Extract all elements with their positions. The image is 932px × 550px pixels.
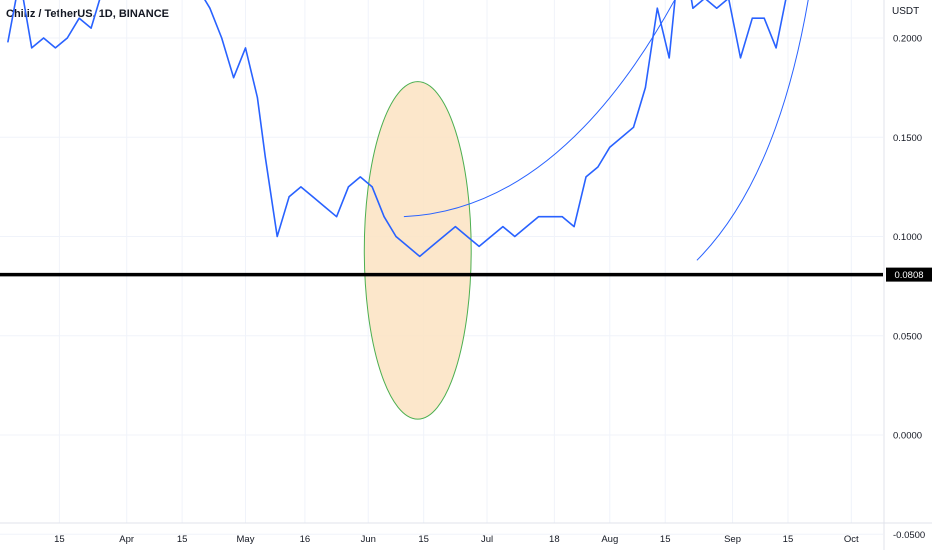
price-point (42, 37, 45, 39)
price-point (573, 225, 575, 228)
y-tick-label: -0.0500 (893, 530, 925, 541)
x-tick-label: 16 (300, 534, 311, 545)
price-point (549, 216, 551, 218)
currency-label: USDT (892, 6, 920, 17)
series-layer (7, 0, 787, 258)
x-tick-label: Sep (724, 534, 741, 545)
price-point (632, 126, 635, 128)
price-point (668, 57, 670, 59)
price-point (775, 47, 777, 49)
price-point (644, 87, 647, 89)
x-tick-label: 15 (418, 534, 429, 545)
x-tick-label: 15 (54, 534, 65, 545)
price-point (359, 176, 361, 178)
price-point (442, 235, 445, 238)
price-point (335, 216, 338, 218)
price-point (466, 235, 468, 238)
price-point (209, 7, 211, 9)
y-tick-label: 0.1000 (893, 232, 922, 243)
highlight-circle (363, 81, 472, 420)
price-point (264, 156, 266, 158)
price-point (221, 37, 223, 39)
price-point (763, 17, 765, 19)
price-point (7, 41, 9, 43)
symbol-title: Chiliz / TetherUS, 1D, BINANCE (6, 8, 169, 20)
x-tick-label: Aug (601, 534, 618, 545)
y-tick-label: 0.0000 (893, 431, 922, 442)
price-point (324, 206, 326, 208)
price-point (54, 47, 57, 49)
price-axis[interactable]: 0.40000.30000.25000.20000.15000.10000.05… (893, 0, 925, 541)
price-point (31, 47, 33, 49)
price-point (537, 216, 540, 218)
price-point (454, 225, 456, 228)
arc-upper (403, 0, 676, 218)
price-point (233, 77, 235, 79)
x-tick-label: Oct (844, 534, 859, 545)
price-labels: 0.35080.08080.239010:33:16 (886, 267, 932, 282)
price-point (490, 235, 492, 238)
price-point (716, 7, 718, 9)
price-point (288, 196, 290, 198)
x-tick-label: Apr (119, 534, 134, 545)
price-point (526, 225, 528, 228)
price-point (478, 245, 480, 248)
price-point (561, 216, 563, 218)
y-tick-label: 0.0500 (893, 331, 922, 342)
price-point (66, 37, 68, 39)
price-point (312, 196, 314, 198)
x-tick-label: 15 (177, 534, 188, 545)
y-tick-label: 0.2000 (893, 34, 922, 45)
annotations (363, 0, 809, 420)
price-point (431, 245, 433, 248)
price-point (407, 245, 409, 248)
x-tick-label: Jul (481, 534, 493, 545)
levels (0, 272, 883, 277)
price-point (656, 7, 658, 9)
price-point (585, 176, 587, 178)
arc-lower (696, 0, 809, 261)
y-tick-label: 0.1500 (893, 133, 922, 144)
x-tick-label: 18 (549, 534, 560, 545)
price-point (419, 255, 421, 257)
price-point (502, 225, 504, 228)
price-point (371, 186, 373, 188)
level-label-bg (886, 267, 932, 282)
price-point (90, 27, 92, 29)
price-point (347, 186, 350, 188)
price-point (609, 146, 611, 148)
price-point (597, 166, 599, 168)
time-axis[interactable]: 15 Apr 15 May 16 Jun 15 Jul 18 Aug 15 Sep 15 Oct (54, 534, 859, 545)
price-point (751, 17, 753, 19)
x-tick-label: May (237, 534, 255, 545)
x-tick-label: 15 (783, 534, 794, 545)
price-point (383, 216, 385, 218)
price-point (244, 47, 247, 49)
price-point (256, 96, 258, 99)
price-point (276, 235, 278, 238)
x-tick-label: 15 (660, 534, 671, 545)
price-point (300, 186, 302, 188)
level-label: 0.0808 (894, 270, 923, 281)
price-point (78, 17, 80, 19)
price-point (621, 136, 623, 138)
price-point (692, 7, 694, 9)
price-point (395, 235, 397, 238)
price-point (739, 57, 742, 59)
price-point (514, 235, 516, 238)
x-tick-label: Jun (361, 534, 376, 545)
